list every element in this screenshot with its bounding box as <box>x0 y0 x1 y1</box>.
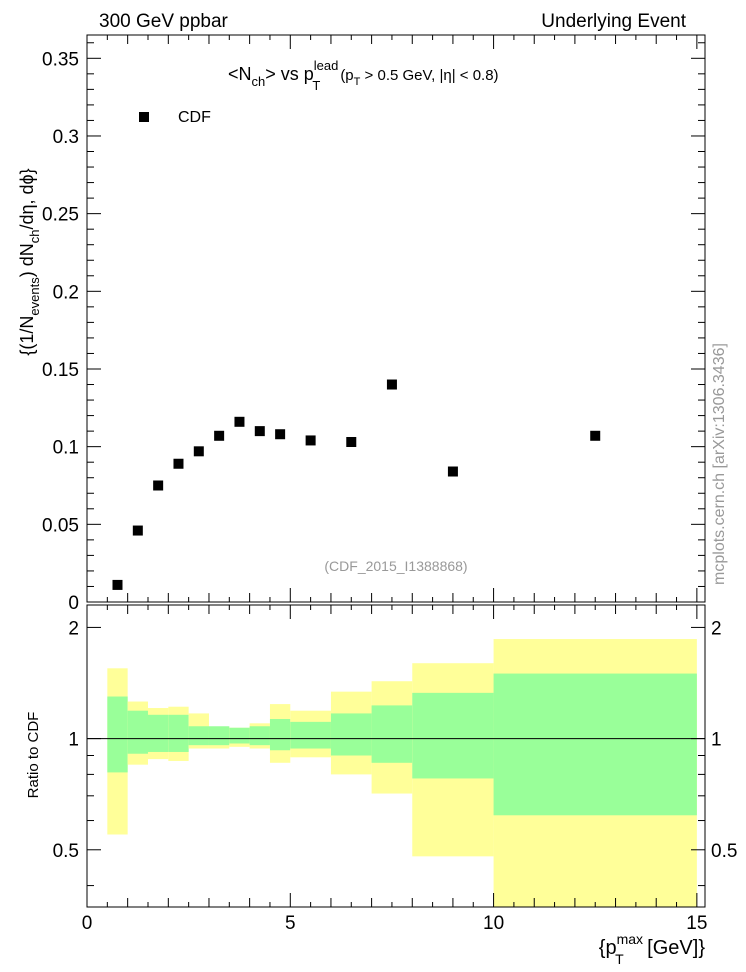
analysis-tag: (CDF_2015_I1388868) <box>324 558 467 574</box>
tick-labels: 0 0.05 0.1 0.15 0.2 0.25 0.3 0.35 0.5 0.5 1 1 2 2 0 5 10… <box>42 49 737 934</box>
ratio-ytick-label-left: 1 <box>68 730 79 751</box>
xtick-label: 5 <box>285 913 296 934</box>
main-ylabel: {(1/Nevents) dNch/dη, dϕ} <box>17 168 42 355</box>
ratio-green-band-10 <box>330 713 372 756</box>
xlabel-close: [GeV]} <box>642 937 706 959</box>
ylabel-part3: /dη, dϕ} <box>17 168 37 229</box>
ratio-green-band-4 <box>188 726 209 746</box>
ylabel-ch: ch <box>27 230 42 244</box>
main-ytick-label: 0.2 <box>53 282 79 303</box>
ratio-green-band-8 <box>269 718 291 751</box>
side-credit: mcplots.cern.ch [arXiv:1306.3436] <box>711 343 728 585</box>
ratio-bands <box>87 639 705 907</box>
title-cut-t: T <box>354 76 361 88</box>
xtick-label: 0 <box>82 913 93 934</box>
ylabel-part2: ) dN <box>17 243 37 277</box>
data-point-11 <box>386 379 397 390</box>
data-point-3 <box>173 458 184 469</box>
ratio-green-band-13 <box>493 673 697 816</box>
legend-marker <box>139 112 149 122</box>
main-ytick-label: 0.25 <box>42 205 79 226</box>
ratio-ylabel: Ratio to CDF <box>25 712 42 799</box>
data-point-0 <box>112 579 123 590</box>
xtick-label: 10 <box>483 913 504 934</box>
ratio-ytick-label-right: 1 <box>711 730 722 751</box>
xlabel-max: max <box>617 931 643 947</box>
title-lead: lead <box>314 58 339 73</box>
data-point-9 <box>305 435 316 446</box>
data-point-4 <box>193 446 204 457</box>
title-vs: > vs p <box>265 64 314 84</box>
plot-title: <Nch> vs plead T(pT > 0.5 GeV, |η| < 0.8) <box>228 58 499 93</box>
ratio-green-band-6 <box>229 727 250 744</box>
xlabel-open: {p <box>599 937 617 959</box>
ratio-green-band-7 <box>249 726 270 746</box>
xlabel-t: T <box>615 951 624 967</box>
ratio-green-band-1 <box>127 710 148 754</box>
header-left: 300 GeV ppbar <box>99 11 229 32</box>
title-ch: ch <box>252 74 266 89</box>
data-point-12 <box>447 466 458 477</box>
ylabel-events: events <box>27 277 42 316</box>
ratio-green-band-5 <box>208 726 230 746</box>
data-point-6 <box>234 416 245 427</box>
main-ytick-label: 0.35 <box>42 49 79 70</box>
ratio-ytick-label-left: 2 <box>68 618 79 639</box>
ratio-green-band-9 <box>290 721 331 749</box>
main-ytick-label: 0 <box>68 593 79 614</box>
xtick-label: 15 <box>686 913 707 934</box>
title-cut-rest: > 0.5 GeV, |η| < 0.8) <box>360 67 498 84</box>
ylabel-part1: {(1/N <box>17 316 37 356</box>
ratio-ytick-label-right: 0.5 <box>711 841 737 862</box>
data-point-10 <box>346 436 357 447</box>
main-ytick-label: 0.1 <box>53 438 79 459</box>
ratio-green-band-3 <box>168 714 189 752</box>
main-points <box>112 379 601 590</box>
header-right: Underlying Event <box>541 11 686 32</box>
axes <box>86 34 706 908</box>
ratio-green-band-12 <box>412 692 494 779</box>
title-t: T <box>312 78 320 93</box>
data-point-13 <box>590 430 601 441</box>
x-axis-label: {pmax T [GeV]} <box>599 931 706 967</box>
main-ytick-label: 0.15 <box>42 360 79 381</box>
ratio-ytick-label-left: 0.5 <box>53 841 79 862</box>
data-point-7 <box>254 426 265 437</box>
data-point-1 <box>132 525 143 536</box>
ratio-green-band-11 <box>371 705 413 763</box>
main-plot-frame <box>86 34 706 603</box>
ratio-green-band-2 <box>147 714 169 752</box>
legend-label: CDF <box>178 109 211 126</box>
data-point-5 <box>214 430 225 441</box>
main-ytick-label: 0.3 <box>53 127 79 148</box>
title-cut-open: (p <box>340 67 353 84</box>
ratio-ytick-label-right: 2 <box>711 618 722 639</box>
ratio-green-band-0 <box>107 696 128 773</box>
data-point-8 <box>275 429 286 440</box>
main-ytick-label: 0.05 <box>42 515 79 536</box>
data-point-2 <box>153 480 164 491</box>
title-main: <N <box>228 64 252 84</box>
